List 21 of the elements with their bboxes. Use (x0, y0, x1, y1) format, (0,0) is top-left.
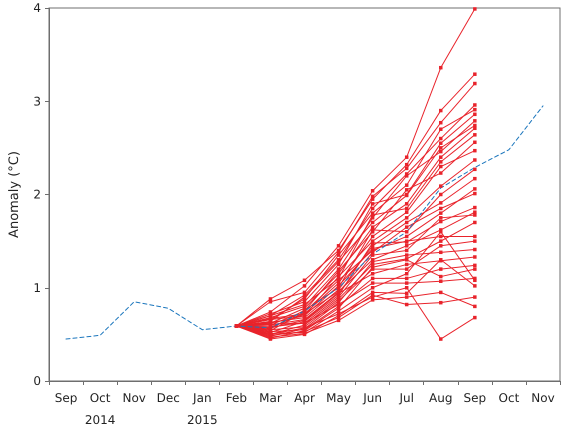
y-tick-label: 1 (33, 280, 41, 295)
y-tick-label: 3 (33, 94, 41, 108)
x-tick-label: Oct (498, 391, 520, 405)
y-tick-label: 0 (33, 374, 41, 388)
y-tick-label: 2 (33, 188, 41, 202)
x-tick-label: Sep (464, 391, 486, 405)
x-tick-label: Apr (294, 391, 315, 405)
x-tick-label: Nov (531, 391, 555, 405)
x-tick-label: Jun (362, 391, 382, 405)
y-tick-label: 4 (33, 1, 41, 15)
x-tick-label: Oct 2014 (84, 391, 116, 427)
x-tick-label: Feb (226, 391, 247, 405)
x-tick-label: Sep (54, 391, 78, 405)
y-axis-title: Anomaly (°C) (7, 151, 22, 238)
x-tick-label: Jan 2015 (187, 391, 218, 427)
x-tick-label: Dec (156, 391, 180, 405)
x-tick-label: Jul (398, 391, 414, 405)
x-tick-label: Mar (259, 391, 282, 405)
x-tick-label: Aug (429, 391, 452, 405)
x-tick-label: May (326, 391, 351, 405)
x-tick-label: Nov (122, 391, 146, 405)
